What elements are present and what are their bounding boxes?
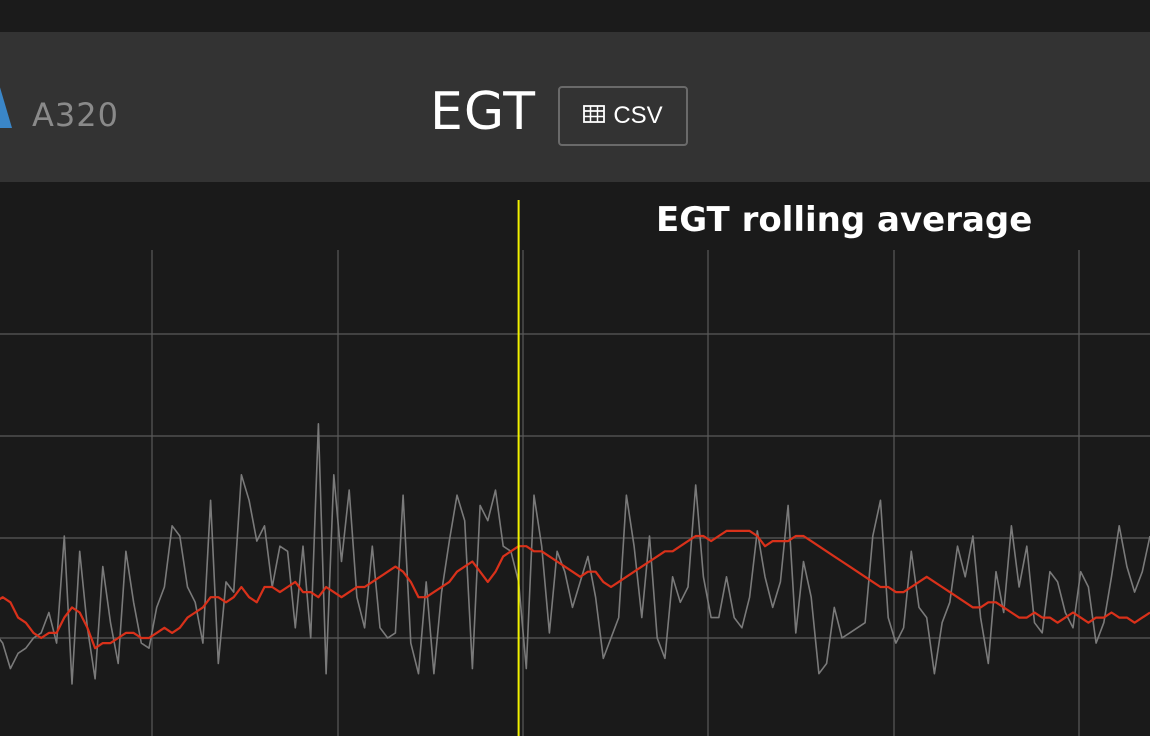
series-line-raw [0,423,1150,685]
chart-title: EGT rolling average [656,200,1033,240]
series-line-rolling-average [0,529,1150,650]
csv-export-button[interactable]: CSV [558,86,688,146]
chart-svg [0,200,1150,736]
table-icon [583,102,606,130]
page-title: EGT [430,82,537,142]
top-strip [0,0,1150,32]
egt-chart [0,182,1150,736]
app-header [0,32,1150,182]
aircraft-model: A320 [32,96,119,134]
csv-button-label: CSV [613,102,663,129]
